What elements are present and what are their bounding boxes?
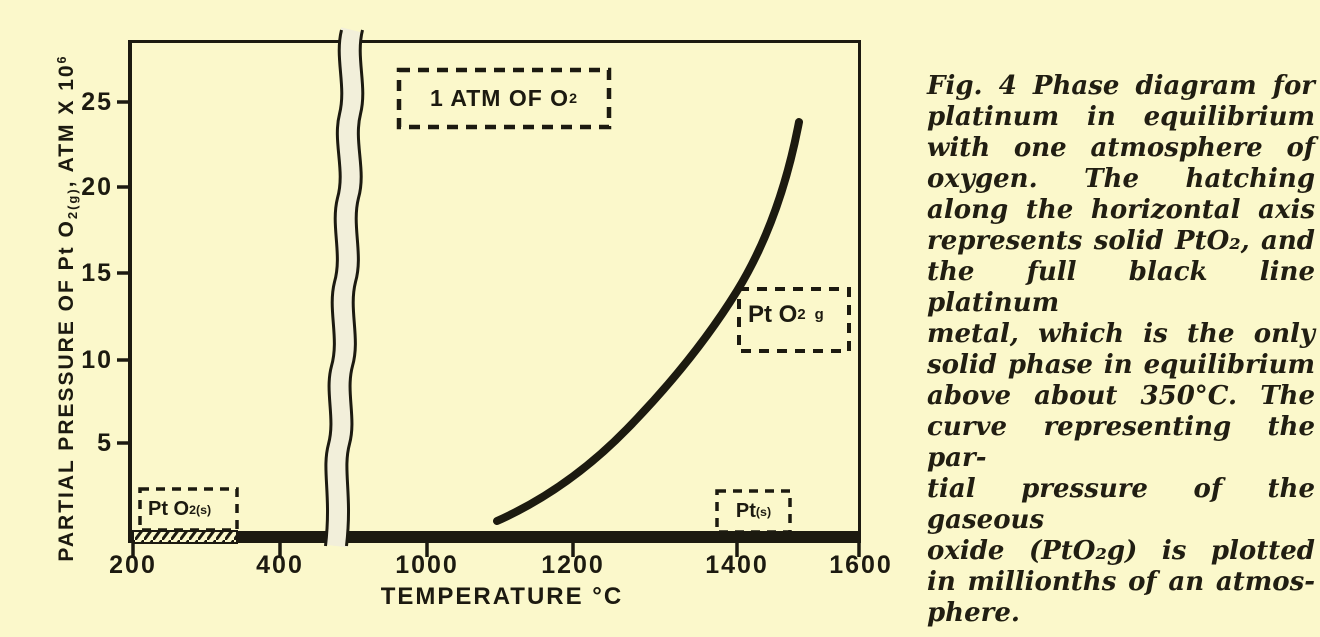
caption-line: phere. xyxy=(927,598,1020,628)
caption-line: platinum in equilibrium xyxy=(927,102,1315,132)
y-axis-title: PARTIAL PRESSURE OF Pt O2(g), ATM X 106 xyxy=(55,54,80,562)
label-box-pto2s xyxy=(138,487,239,532)
caption-line: represents solid PtO₂, and xyxy=(927,226,1315,256)
x-tick-label: 200 xyxy=(109,551,157,579)
figure-caption: Fig. 4 Phase diagram for platinum in equi… xyxy=(927,71,1315,629)
pt-metal-line xyxy=(236,531,861,543)
phase-diagram-plot xyxy=(117,0,861,557)
x-axis-title: TEMPERATURE °C xyxy=(380,583,624,610)
x-tick-label: 1400 xyxy=(705,551,769,579)
y-tick-label: 20 xyxy=(81,173,113,201)
label-pto2-solid: Pt O 2 (s) xyxy=(148,498,212,520)
hatched-pto2s-band xyxy=(132,530,238,544)
axis-break-waves xyxy=(324,30,365,546)
pto2-vapor-curve xyxy=(493,118,803,525)
caption-line: tial pressure of the gaseous xyxy=(927,474,1315,535)
x-tick-label: 400 xyxy=(256,551,304,579)
caption-line: Fig. 4 Phase diagram for xyxy=(927,71,1315,101)
caption-line: metal, which is the only xyxy=(927,319,1315,349)
axis-ticks xyxy=(117,100,861,557)
x-tick-label: 1200 xyxy=(541,551,605,579)
caption-line: along the horizontal axis xyxy=(927,195,1315,225)
caption-line: oxide (PtO₂g) is plotted xyxy=(927,536,1315,566)
caption-line: in millionths of an atmos- xyxy=(927,567,1315,597)
caption-line: solid phase in equilibrium xyxy=(927,350,1315,380)
caption-line: oxygen. The hatching xyxy=(927,164,1315,194)
x-tick-label: 1000 xyxy=(395,551,459,579)
caption-line: the full black line platinum xyxy=(927,257,1315,318)
label-pt-solid: Pt (s) xyxy=(735,500,772,522)
caption-line: curve representing the par- xyxy=(927,412,1315,473)
label-box-1atm xyxy=(396,67,612,130)
y-tick-label: 10 xyxy=(81,346,113,374)
label-box-pto2g xyxy=(737,287,851,353)
y-tick-label: 5 xyxy=(97,429,113,457)
caption-line: above about 350°C. The xyxy=(927,381,1315,411)
plot-frame xyxy=(128,40,861,543)
y-tick-label: 15 xyxy=(81,259,113,287)
label-box-pts xyxy=(715,489,792,534)
y-tick-label: 25 xyxy=(81,88,113,116)
x-tick-label: 1600 xyxy=(829,551,893,579)
annotation-boxes xyxy=(138,67,851,534)
caption-line: with one atmosphere of xyxy=(927,133,1315,163)
